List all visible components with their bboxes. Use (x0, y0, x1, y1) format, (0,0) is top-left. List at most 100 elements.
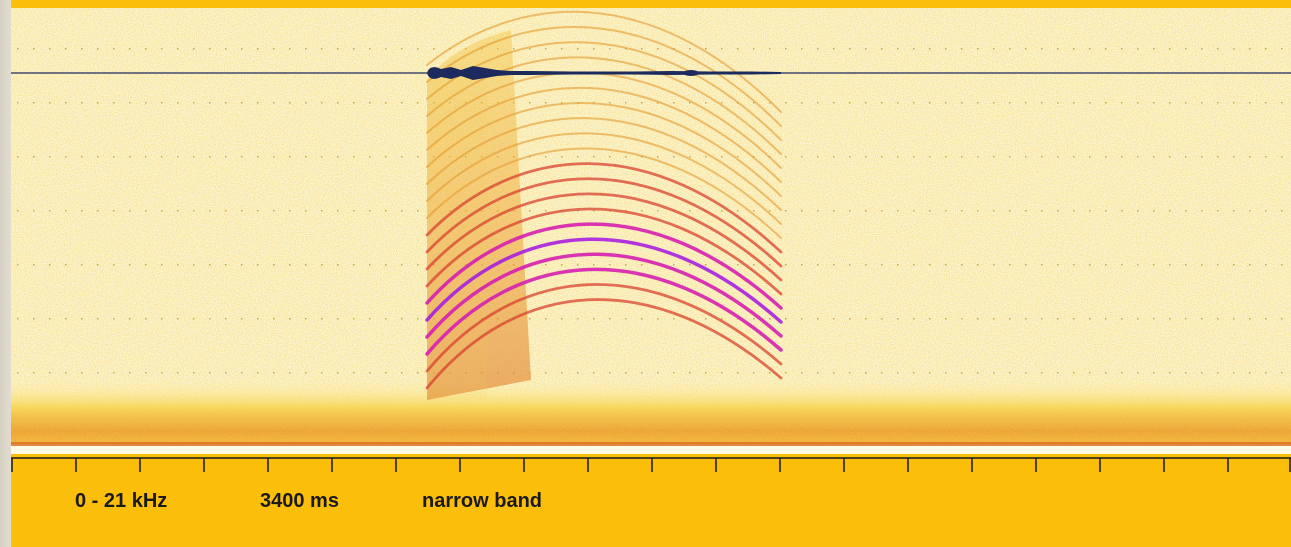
grid-dot (65, 102, 67, 104)
grid-dot (689, 156, 691, 158)
grid-dot (1089, 372, 1091, 374)
grid-dot (209, 264, 211, 266)
vocalization-call (425, 10, 783, 400)
grid-dot (97, 264, 99, 266)
grid-dot (1201, 264, 1203, 266)
grid-dot (961, 156, 963, 158)
grid-dot (977, 102, 979, 104)
grid-dot (401, 48, 403, 50)
grid-dot (545, 210, 547, 212)
grid-dot (369, 48, 371, 50)
grid-dot (721, 48, 723, 50)
grid-dot (1041, 210, 1043, 212)
grid-dot (337, 372, 339, 374)
grid-dot (161, 318, 163, 320)
grid-dot (1105, 318, 1107, 320)
grid-dot (545, 372, 547, 374)
grid-dot (337, 102, 339, 104)
grid-dot (881, 102, 883, 104)
grid-dot (1217, 102, 1219, 104)
grid-dot (753, 48, 755, 50)
grid-dot (977, 372, 979, 374)
spectrogram-viewer[interactable]: 0 - 21 kHz 3400 ms narrow band (11, 0, 1291, 547)
grid-dot (17, 156, 19, 158)
grid-dot (993, 264, 995, 266)
grid-dot (97, 372, 99, 374)
grid-dot (961, 210, 963, 212)
grid-dot (1073, 372, 1075, 374)
grid-dot (737, 264, 739, 266)
grid-dot (1281, 318, 1283, 320)
grid-dot (417, 48, 419, 50)
grid-dot (225, 48, 227, 50)
grid-dot (17, 102, 19, 104)
grid-dot (833, 156, 835, 158)
grid-dot (1089, 210, 1091, 212)
grid-dot (865, 264, 867, 266)
grid-dot (897, 48, 899, 50)
grid-dot (1089, 156, 1091, 158)
grid-dot (513, 48, 515, 50)
grid-dot (17, 210, 19, 212)
grid-dot (1169, 156, 1171, 158)
grid-dot (849, 48, 851, 50)
grid-dot (849, 156, 851, 158)
spectrogram-info-bar: 0 - 21 kHz 3400 ms narrow band (11, 482, 1291, 522)
grid-dot (1201, 48, 1203, 50)
grid-dot (1217, 318, 1219, 320)
grid-dot (1153, 156, 1155, 158)
grid-dot (769, 48, 771, 50)
harmonic-band (426, 147, 782, 239)
grid-dot (417, 210, 419, 212)
grid-dot (1105, 48, 1107, 50)
grid-dot (801, 318, 803, 320)
grid-dot (305, 372, 307, 374)
grid-dot (305, 48, 307, 50)
grid-dot (865, 318, 867, 320)
harmonic-band (425, 298, 783, 390)
grid-dot (1233, 318, 1235, 320)
grid-dot (545, 102, 547, 104)
grid-dot (1073, 318, 1075, 320)
grid-dot (289, 318, 291, 320)
grid-dot (817, 156, 819, 158)
grid-dot (289, 156, 291, 158)
grid-dot (545, 318, 547, 320)
grid-dot (769, 372, 771, 374)
harmonic-band (425, 283, 783, 373)
grid-dot (1009, 372, 1011, 374)
grid-dot (929, 210, 931, 212)
grid-dot (1281, 210, 1283, 212)
grid-dot (65, 372, 67, 374)
grid-dot (641, 102, 643, 104)
grid-dot (993, 210, 995, 212)
grid-dot (961, 318, 963, 320)
grid-dot (881, 48, 883, 50)
waveform-trace (11, 66, 1291, 80)
grid-dot (1265, 156, 1267, 158)
grid-dot (353, 48, 355, 50)
grid-dot (1041, 264, 1043, 266)
grid-dot (593, 318, 595, 320)
grid-dot (1089, 102, 1091, 104)
grid-dot (1169, 372, 1171, 374)
harmonic-band (425, 222, 783, 310)
grid-dot (897, 372, 899, 374)
grid-dot (657, 210, 659, 212)
grid-dot (1009, 318, 1011, 320)
spectrogram-plot[interactable] (11, 0, 1291, 482)
grid-dot (1153, 48, 1155, 50)
grid-dot (385, 318, 387, 320)
grid-dot (97, 48, 99, 50)
grid-dot (705, 156, 707, 158)
grid-dot (1009, 102, 1011, 104)
grid-dot (417, 372, 419, 374)
grid-dot (177, 264, 179, 266)
grid-dot (401, 372, 403, 374)
grid-dot (881, 210, 883, 212)
grid-dot (945, 264, 947, 266)
grid-dot (769, 102, 771, 104)
grid-dot (401, 102, 403, 104)
grid-dot (1153, 318, 1155, 320)
grid-dot (1265, 372, 1267, 374)
